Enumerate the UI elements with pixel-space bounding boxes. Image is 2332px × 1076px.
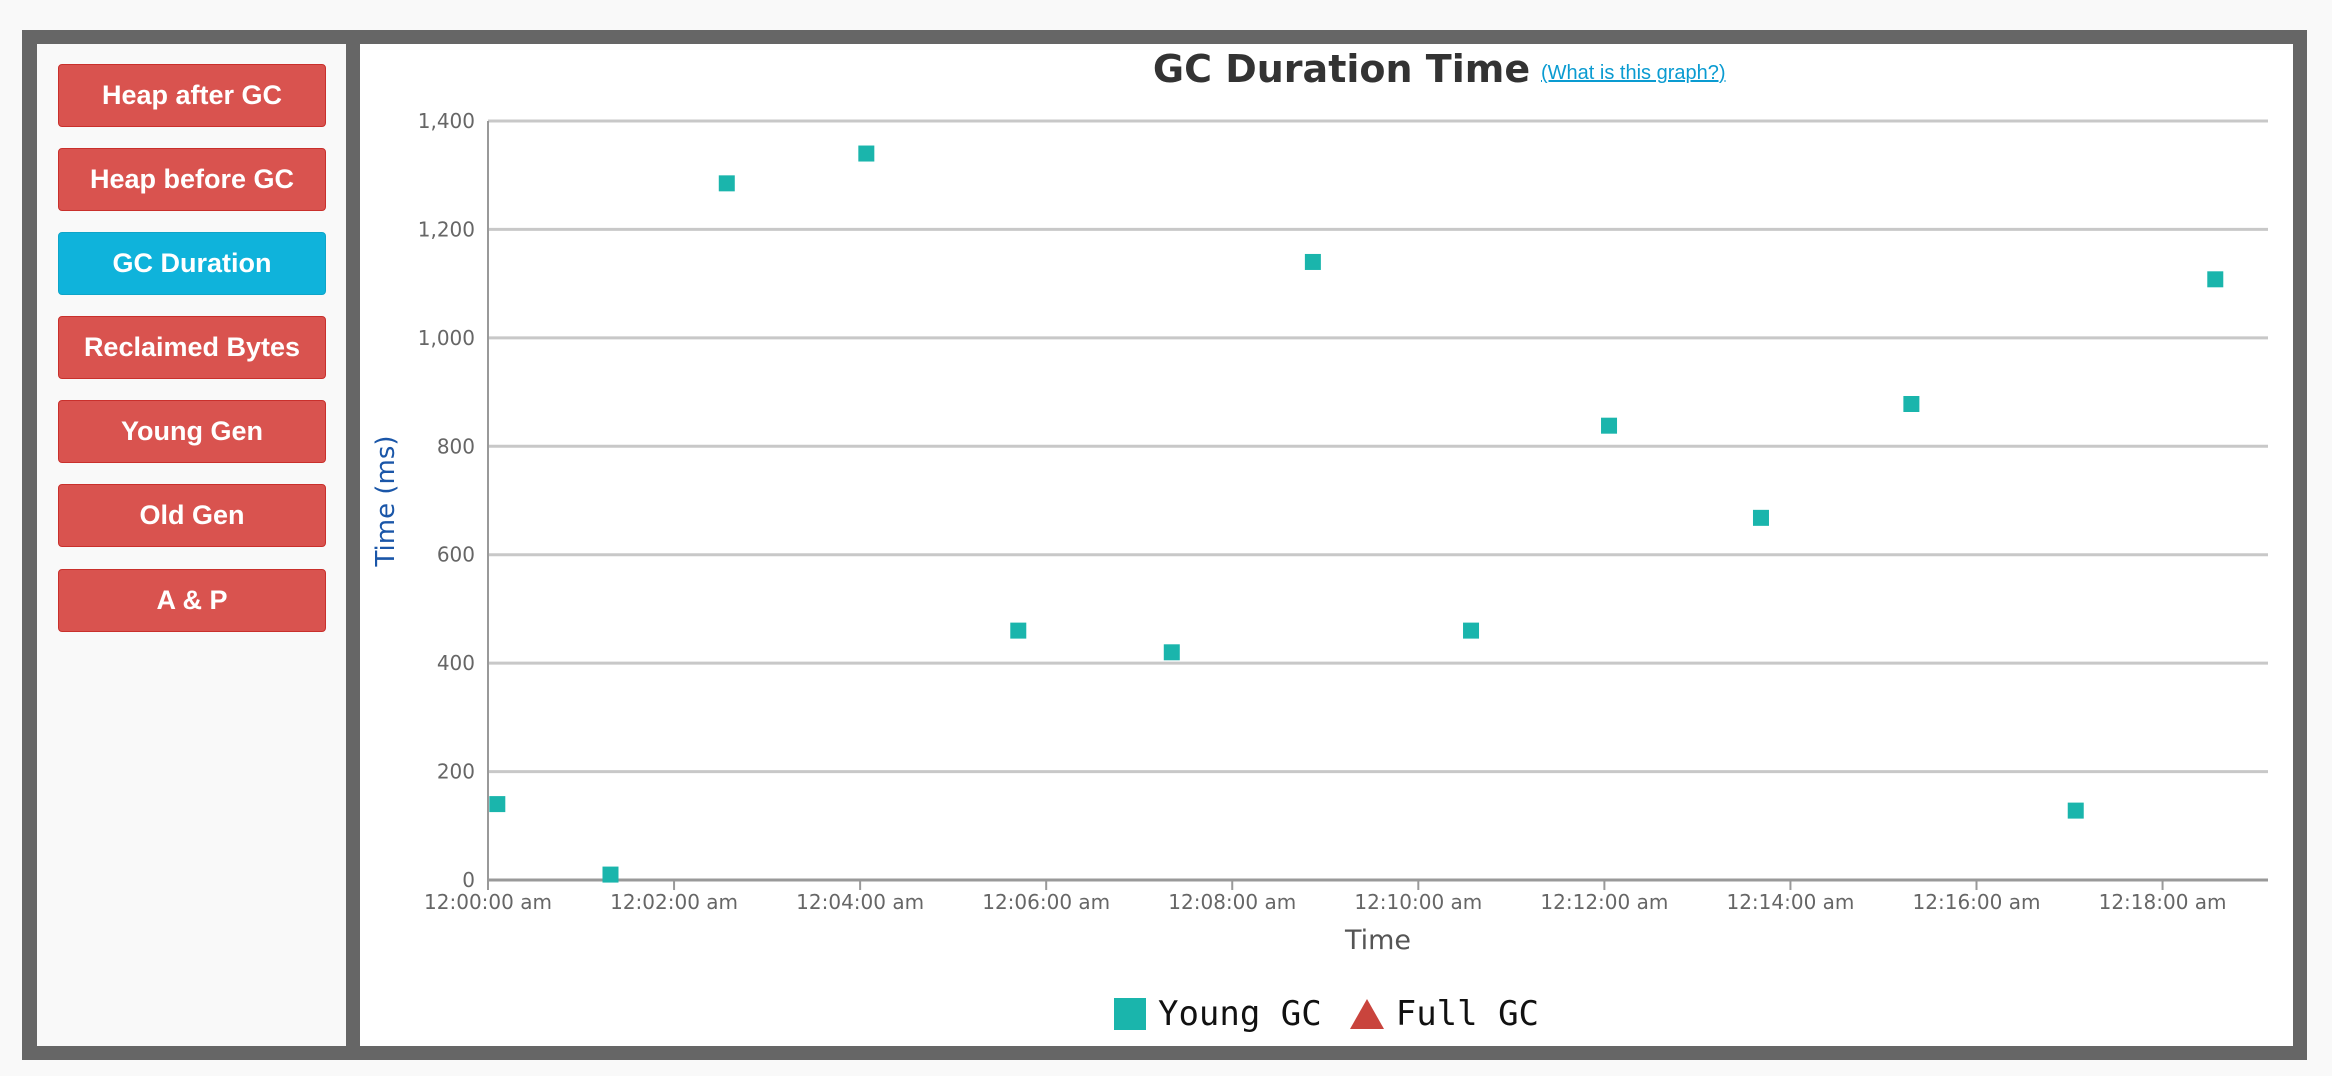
x-tick-label: 12:12:00 am [1540,890,1668,914]
y-tick-label: 600 [437,543,475,567]
young-gc-point [1752,509,1769,526]
young-gc-point [602,866,619,883]
young-gc-point [489,796,506,813]
chart-legend: Young GC Full GC [360,994,2293,1034]
x-tick-label: 12:06:00 am [982,890,1110,914]
x-tick-label: 12:02:00 am [610,890,738,914]
gc-duration-chart: 0 200 400 600 800 1,000 1,200 1,400 12:00:00 am 1… [371,109,2268,956]
young-gc-point [1903,395,1920,412]
y-axis-title: Time (ms) [371,435,401,567]
x-tick-label: 12:08:00 am [1168,890,1296,914]
young-gc-point [1010,622,1027,639]
x-tick-label: 12:14:00 am [1726,890,1854,914]
young-gc-point [1601,417,1618,434]
y-tick-label: 1,000 [418,326,475,350]
y-tick-label: 400 [437,651,475,675]
legend-label-young-gc: Young GC [1157,994,1322,1034]
x-tick-label: 12:04:00 am [796,890,924,914]
y-tick-label: 200 [437,760,475,784]
x-tick-label: 12:18:00 am [2099,890,2227,914]
young-gc-point [1463,622,1480,639]
young-gen-button[interactable]: Young Gen [58,400,326,463]
young-gc-point [2067,802,2084,819]
y-tick-label: 800 [437,434,475,458]
reclaimed-bytes-button[interactable]: Reclaimed Bytes [58,316,326,379]
what-is-this-graph-link[interactable]: (What is this graph?) [1541,62,1726,84]
gc-duration-button[interactable]: GC Duration [58,232,326,295]
heap-before-gc-button[interactable]: Heap before GC [58,148,326,211]
x-tick-label: 12:10:00 am [1354,890,1482,914]
legend-item-young-gc[interactable]: Young GC [1113,994,1322,1034]
sidebar: Heap after GC Heap before GC GC Duration… [37,44,346,1046]
a-and-p-button[interactable]: A & P [58,569,326,632]
y-tick-label: 0 [462,868,475,892]
y-tick-label: 1,200 [418,217,475,241]
legend-label-full-gc: Full GC [1395,994,1540,1034]
x-tick-label: 12:16:00 am [1913,890,2041,914]
chart-panel: GC Duration Time (What is this graph?) 0… [360,44,2293,1046]
old-gen-button[interactable]: Old Gen [58,484,326,547]
young-gc-point [858,145,875,162]
young-gc-point [718,175,735,192]
x-tick-label: 12:00:00 am [424,890,552,914]
y-tick-label: 1,400 [418,109,475,133]
young-gc-point [2207,271,2224,288]
young-gc-point [1304,253,1321,270]
young-gc-point [1163,644,1180,661]
heap-after-gc-button[interactable]: Heap after GC [58,64,326,127]
x-axis-title: Time [1344,925,1411,956]
triangle-marker-icon [1349,999,1384,1029]
legend-item-full-gc[interactable]: Full GC [1349,994,1540,1034]
square-marker-icon [1113,998,1146,1030]
chart-title: GC Duration Time [1152,47,1531,91]
